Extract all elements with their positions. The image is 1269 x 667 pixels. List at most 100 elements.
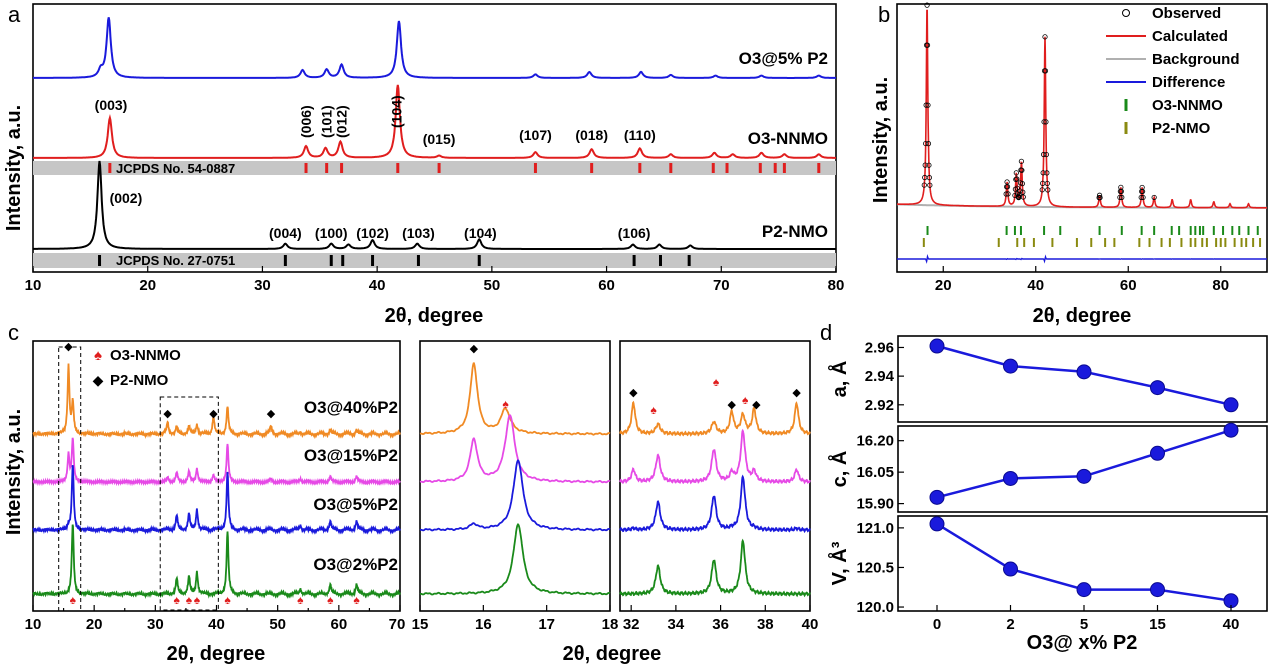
observed-point [1042,34,1048,40]
observed-point [925,102,931,108]
d-series-line [936,429,1232,499]
panel-d-subplot-frame [897,425,1268,513]
p2-marker-icon: ◆ [163,408,172,420]
legend-label: Difference [1152,74,1225,91]
hkl-label: (104) [464,225,497,241]
panel-b-x-axis: 20 40 60 80 [935,266,1229,294]
observed-point [927,182,933,188]
observed-point [1017,188,1023,194]
p2-marker-icon: ◆ [267,408,276,420]
d-data-point [1003,470,1018,486]
d-data-point [1150,445,1165,461]
observed-point [1097,195,1103,201]
panel-c-xlabel-main: 2θ, degree [167,643,266,665]
observed-point [1041,119,1047,125]
o3-marker-icon: ♠ [297,593,304,607]
observed-point [921,182,927,188]
c-zoom1-o3-40-p2 [419,362,611,436]
calculated-curve [897,9,1267,209]
legend-o3-label: O3-NNMO [110,347,181,364]
panel-a-reference-ticks [98,163,821,266]
pattern-p2-nmo [33,160,836,250]
d-data-point [1223,397,1239,413]
o3-marker-icon: ♠ [353,593,360,607]
d-y-tick-label: 2.96 [865,339,894,356]
observed-point [924,42,931,48]
panel-d-plot: 2.96 2.94 2.92 a, Å 16.20 16.05 15.90 c, Å 121.0… [827,335,1268,633]
c-main-o3-15-p2 [32,437,401,487]
panel-c-xlabel-zoom: 2θ, degree [563,643,662,665]
d-ylabel: V, Å³ [827,541,851,585]
panel-b-frame [896,3,1268,273]
o3-marker-icon: ♠ [174,593,181,607]
o3-marker-icon: ♠ [502,397,509,411]
panel-b-label: b [878,2,890,27]
panel-c-zoom2-frame [619,340,811,612]
c-main-x-tick-label: 70 [389,616,406,633]
c-zoom2-o3-5-p2 [619,474,811,534]
observed-point [926,175,932,181]
o3-marker-icon: ♠ [224,593,231,607]
hkl-label: (018) [575,127,608,143]
a-x-tick-label: 50 [484,277,501,294]
observed-point [923,140,929,147]
d-y-tick-label: 120.5 [856,559,894,576]
d-data-point [1150,380,1165,396]
d-data-point [929,338,945,354]
panel-c-x-axes: 10 20 30 40 50 60 70 15 16 17 18 32 34 36 38 40 [25,605,818,633]
d-data-point [1150,582,1165,598]
observed-point [1096,192,1103,198]
d-y-tick-label: 2.94 [865,368,895,385]
legend-p2-marker-icon: ◆ [93,372,104,388]
observed-point [1041,151,1047,158]
panel-b-plot [896,2,1268,264]
observed-point [1044,170,1050,176]
observed-point [925,141,932,147]
c-main-o3-2-p2 [32,524,401,600]
d-y-tick-label: 16.05 [856,464,894,481]
d-x-tick-label: 5 [1080,616,1088,633]
d-data-point [929,516,945,532]
c-zoom1-x-tick-label: 18 [602,616,619,633]
c-label-5: O3@5%P2 [313,495,398,514]
c-zoom1-o3-2-p2 [419,523,611,596]
observed-point [1004,184,1011,190]
observed-points [921,2,1157,201]
panel-c-series-labels: O3@40%P2 O3@15%P2 O3@5%P2 O3@2%P2 [304,398,398,574]
c-main-x-tick-label: 30 [147,616,164,633]
a-x-tick-label: 80 [828,277,845,294]
c-zoom2-x-tick-label: 34 [668,616,685,633]
b-x-tick-label: 20 [935,277,952,294]
o3-marker-icon: ♠ [650,403,657,417]
hkl-label: (104) [389,95,405,128]
d-x-tick-label: 2 [1006,616,1014,633]
observed-point [1005,191,1011,197]
legend-label: Observed [1152,5,1221,22]
legend-label: Calculated [1152,28,1228,45]
d-data-point [1076,582,1092,598]
observed-point [1014,185,1020,191]
observed-point [1140,194,1146,201]
hkl-label: (102) [356,225,389,241]
c-zoom1-o3-15-p2 [419,414,611,484]
legend-label: P2-NMO [1152,120,1211,137]
zoom-box-2 [159,396,219,611]
panel-b-legend: Observed Calculated Background Difference O3… [1106,5,1240,137]
observed-point [1014,176,1020,182]
d-y-tick-label: 121.0 [856,520,894,537]
p2-marker-icon: ◆ [728,399,737,411]
zoom-box-1 [58,346,82,612]
observed-point [923,102,929,108]
difference-curve [897,253,1267,264]
d-y-tick-label: 2.92 [865,397,894,414]
hkl-label: (004) [269,225,302,241]
o3-marker-icon: ♠ [742,393,749,407]
c-main-x-tick-label: 20 [86,616,103,633]
observed-point [1019,181,1025,187]
d-data-point [1003,561,1018,577]
panel-d-subplot-frame [897,515,1268,612]
observed-point [1117,194,1123,200]
jcpds-o3-label: JCPDS No. 54-0887 [116,161,235,176]
hkl-label: (101) [319,105,335,138]
